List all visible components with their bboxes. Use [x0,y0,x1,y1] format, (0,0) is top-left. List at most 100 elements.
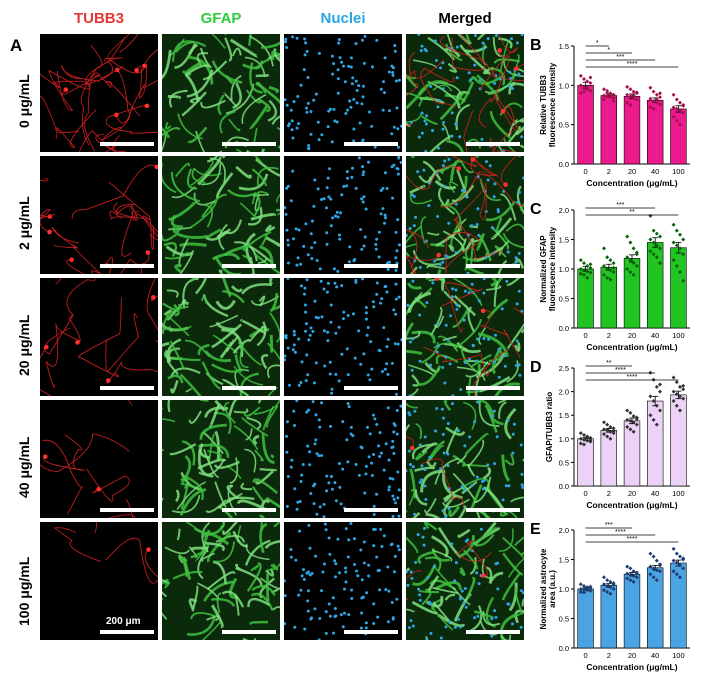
data-point [602,432,606,437]
y-axis-label-line: Relative TUBB3 [539,75,548,135]
data-point [605,88,610,93]
data-point [631,414,636,419]
data-point [625,267,630,271]
data-point [658,246,662,251]
significance-label: * [596,40,599,47]
data-point [681,278,686,283]
scale-bar [344,630,398,634]
data-point [631,246,636,251]
micrograph-merged-row4 [406,522,524,640]
data-point [634,90,639,95]
x-tick-label: 40 [651,489,659,498]
data-point [658,102,662,107]
data-point [648,572,653,577]
y-axis-label-line: Normalized GFAP [539,235,548,303]
data-point [602,427,606,432]
data-point [625,100,630,105]
data-point [651,228,656,233]
micrograph-merged-row0 [406,34,524,152]
chart-c-svg: C0.00.51.01.52.00 2 20 40 100*****Concentrat… [530,201,690,352]
y-tick-label: 2.0 [559,206,569,215]
scale-bar [100,264,154,268]
data-point [608,591,613,596]
data-point [654,422,659,427]
data-point [578,441,583,446]
y-tick-label: 1.0 [559,585,569,594]
data-point [628,240,633,245]
x-tick-label: 20 [628,167,636,176]
bar [600,585,617,649]
data-point [602,93,606,98]
x-tick-label: 0 [584,651,588,660]
data-point [678,575,682,580]
scale-bar [466,264,520,268]
data-point [585,264,590,269]
data-point [605,422,610,427]
data-point [658,95,662,100]
y-tick-label: 0.0 [559,644,569,653]
data-point [588,80,593,85]
micrograph-tubb3-row2 [40,278,158,396]
data-point [608,436,613,441]
data-point [658,261,662,266]
scale-bar [222,386,276,390]
data-point [681,103,686,108]
row-label-20: 20 μg/mL [16,314,32,376]
data-point [674,118,679,123]
data-point [651,252,656,257]
y-tick-label: 2.0 [559,526,569,535]
x-tick-label: 40 [651,331,659,340]
data-point [671,92,676,97]
bar [647,99,664,165]
x-tick-label: 2 [607,331,611,340]
data-point [678,394,682,399]
data-point [588,265,593,270]
data-point [625,564,630,569]
scale-bar [222,508,276,512]
x-tick-label: 2 [607,489,611,498]
panel-a-letter: A [10,36,23,55]
data-point [628,87,633,92]
y-tick-label: 0.0 [559,160,569,169]
micrograph-merged-row2 [406,278,524,396]
data-point [625,571,630,576]
data-point [585,435,590,440]
data-point [648,105,653,110]
data-point [628,427,633,432]
data-point [605,94,610,99]
data-point [654,558,659,563]
data-point [681,396,686,401]
data-point [602,97,606,102]
data-point [582,437,586,442]
data-point [578,83,583,88]
data-point [588,270,593,275]
data-point [625,576,630,581]
micrograph-tubb3-row0 [40,34,158,152]
data-point [628,418,633,423]
data-point [608,268,613,273]
data-point [654,384,659,389]
chart-b-svg: B0.00.51.01.50 2 20 40 100*********Concentra… [530,37,690,188]
data-point [578,436,583,441]
data-point [648,551,653,556]
data-point [625,417,630,422]
y-tick-label: 0.0 [559,482,569,491]
data-point [658,563,662,568]
bar [623,420,641,487]
data-point [582,261,586,266]
scale-bar [100,508,154,512]
bar [623,96,641,165]
data-point [674,228,679,233]
data-point [611,95,616,100]
data-point [605,255,610,260]
scale-bar [344,508,398,512]
data-point [671,399,676,404]
data-point [588,75,593,80]
data-point [611,582,616,587]
y-tick-label: 1.5 [559,556,569,565]
data-point [605,578,610,583]
scale-bar [222,142,276,146]
micrograph-tubb3-row1 [40,156,158,274]
data-point [578,91,583,96]
data-point [582,587,586,592]
